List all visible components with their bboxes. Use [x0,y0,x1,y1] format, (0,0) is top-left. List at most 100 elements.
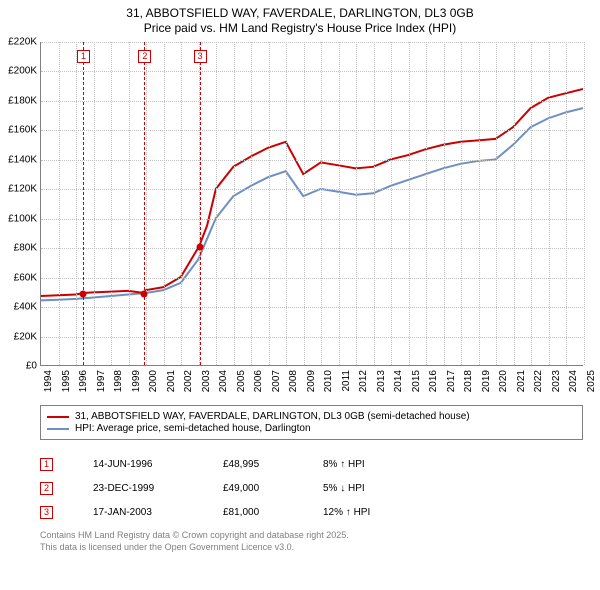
xtick-label: 2011 [341,370,352,392]
sale-marker-vline [200,42,201,365]
gridline-vertical [216,42,217,365]
ytick-label: £80K [1,243,37,254]
xtick-label: 1996 [78,370,89,392]
gridline-vertical [181,42,182,365]
sale-marker-dot [141,290,148,297]
xtick-label: 1995 [61,370,72,392]
gridline-vertical [409,42,410,365]
xtick-label: 2001 [166,370,177,392]
xtick-label: 2005 [236,370,247,392]
titles: 31, ABBOTSFIELD WAY, FAVERDALE, DARLINGT… [0,0,600,35]
sale-index-box: 1 [40,458,53,471]
ytick-label: £200K [1,66,37,77]
gridline-vertical [111,42,112,365]
ytick-label: £20K [1,331,37,342]
xtick-label: 2023 [551,370,562,392]
footer-line2: This data is licensed under the Open Gov… [40,542,349,554]
ytick-label: £180K [1,95,37,106]
legend-label: HPI: Average price, semi-detached house,… [75,423,311,434]
chart-lines-svg [41,42,583,365]
gridline-vertical [146,42,147,365]
sale-hpi: 8% HPI [323,459,463,470]
sale-marker-box: 1 [77,50,90,63]
chart-container: 31, ABBOTSFIELD WAY, FAVERDALE, DARLINGT… [0,0,600,590]
chart-plot-area: 123 [40,42,583,366]
ytick-label: £160K [1,125,37,136]
gridline-horizontal [41,189,583,190]
xtick-label: 2006 [253,370,264,392]
gridline-vertical [321,42,322,365]
gridline-vertical [251,42,252,365]
legend-swatch [47,428,69,430]
gridline-vertical [444,42,445,365]
xtick-label: 2024 [568,370,579,392]
series-line [41,108,583,300]
xtick-label: 2022 [533,370,544,392]
gridline-vertical [566,42,567,365]
gridline-horizontal [41,130,583,131]
xtick-label: 2010 [323,370,334,392]
gridline-vertical [59,42,60,365]
sale-hpi-pct: 5% [323,483,337,494]
sale-marker-vline [144,42,145,365]
xtick-label: 2018 [463,370,474,392]
footer: Contains HM Land Registry data © Crown c… [40,530,349,553]
xtick-label: 2015 [411,370,422,392]
ytick-label: £60K [1,272,37,283]
ytick-label: £100K [1,213,37,224]
gridline-vertical [76,42,77,365]
gridline-horizontal [41,278,583,279]
sale-price: £81,000 [223,507,323,518]
gridline-vertical [514,42,515,365]
xtick-label: 2013 [376,370,387,392]
gridline-vertical [286,42,287,365]
xtick-label: 2004 [218,370,229,392]
gridline-horizontal [41,248,583,249]
ytick-label: £0 [1,361,37,372]
arrow-up-icon [337,459,345,470]
gridline-vertical [479,42,480,365]
title-sub: Price paid vs. HM Land Registry's House … [0,21,600,35]
xtick-label: 2025 [586,370,597,392]
gridline-horizontal [41,219,583,220]
xtick-label: 2021 [516,370,527,392]
sales-row: 1 14-JUN-1996 £48,995 8% HPI [40,452,463,476]
gridline-horizontal [41,42,583,43]
gridline-vertical [269,42,270,365]
legend-item: HPI: Average price, semi-detached house,… [47,423,576,434]
legend-label: 31, ABBOTSFIELD WAY, FAVERDALE, DARLINGT… [75,411,470,422]
gridline-vertical [356,42,357,365]
sale-price: £49,000 [223,483,323,494]
gridline-horizontal [41,101,583,102]
sales-row: 2 23-DEC-1999 £49,000 5% HPI [40,476,463,500]
sale-date: 17-JAN-2003 [93,507,223,518]
gridline-vertical [234,42,235,365]
gridline-horizontal [41,337,583,338]
sale-hpi: 12% HPI [323,507,463,518]
xtick-label: 2016 [428,370,439,392]
sale-marker-box: 2 [138,50,151,63]
xtick-label: 2002 [183,370,194,392]
title-main: 31, ABBOTSFIELD WAY, FAVERDALE, DARLINGT… [0,6,600,20]
sale-hpi-label: HPI [348,459,365,470]
xtick-label: 2017 [446,370,457,392]
arrow-up-icon [343,507,351,518]
legend-swatch [47,416,69,418]
gridline-vertical [549,42,550,365]
sale-hpi-pct: 8% [323,459,337,470]
footer-line1: Contains HM Land Registry data © Crown c… [40,530,349,542]
ytick-label: £220K [1,37,37,48]
sale-price: £48,995 [223,459,323,470]
gridline-vertical [94,42,95,365]
legend-box: 31, ABBOTSFIELD WAY, FAVERDALE, DARLINGT… [40,405,583,440]
gridline-horizontal [41,71,583,72]
ytick-label: £40K [1,302,37,313]
gridline-horizontal [41,307,583,308]
sale-index-box: 2 [40,482,53,495]
xtick-label: 2008 [288,370,299,392]
xtick-label: 1997 [96,370,107,392]
gridline-vertical [129,42,130,365]
gridline-vertical [164,42,165,365]
ytick-label: £140K [1,154,37,165]
sale-hpi-label: HPI [348,483,365,494]
